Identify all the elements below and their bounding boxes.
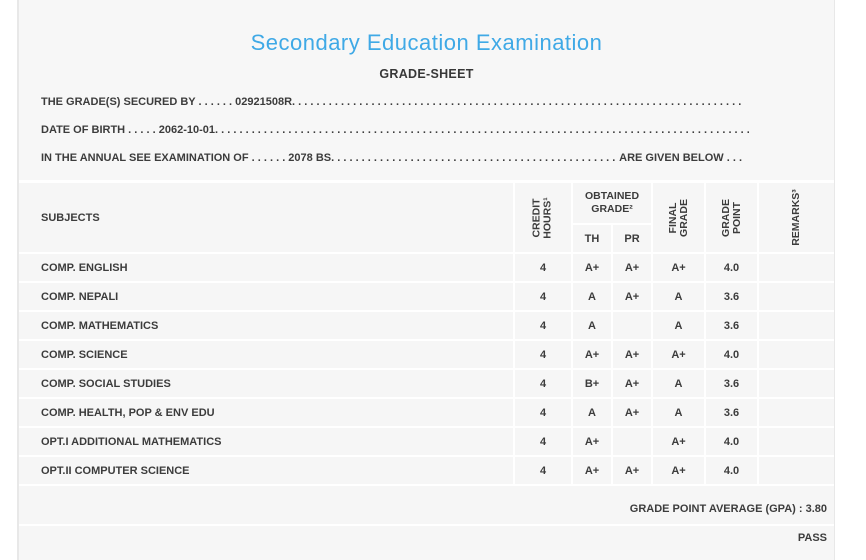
credit-hours-label: CREDIT HOURS¹	[531, 196, 554, 239]
th-grade-cell: A	[573, 399, 611, 426]
grade-point-line1: GRADE	[719, 198, 732, 237]
remarks-cell	[759, 254, 834, 281]
remarks-label: REMARKS³	[790, 189, 802, 246]
grade-point-cell: 3.6	[706, 399, 757, 426]
th-grade-cell: A+	[573, 428, 611, 455]
pr-grade-cell: A+	[613, 370, 651, 397]
remarks-cell	[759, 283, 834, 310]
column-header-obtained-grade: OBTAINED GRADE²	[573, 183, 651, 223]
credit-cell: 4	[515, 399, 571, 426]
credit-cell: 4	[515, 283, 571, 310]
remarks-cell	[759, 399, 834, 426]
grade-point-cell: 4.0	[706, 428, 757, 455]
student-info-section: THE GRADE(S) SECURED BY . . . . . . 0292…	[19, 96, 834, 166]
final-grade-line1: FINAL	[666, 202, 679, 233]
remarks-cell	[759, 312, 834, 339]
grade-point-cell: 4.0	[706, 457, 757, 484]
dot-leader: . . . . . . . . . . . . . . . . . . . . …	[292, 96, 741, 108]
remarks-cell	[759, 457, 834, 484]
obtained-grade-line1: OBTAINED	[584, 190, 640, 202]
column-header-credit-hours: CREDIT HOURS¹	[515, 183, 571, 252]
column-header-grade-point: GRADE POINT	[706, 183, 757, 252]
credit-cell: 4	[515, 370, 571, 397]
column-header-remarks: REMARKS³	[759, 183, 834, 252]
examination-year-text: IN THE ANNUAL SEE EXAMINATION OF . . . .…	[41, 152, 332, 164]
credit-cell: 4	[515, 341, 571, 368]
final-grade-cell: A+	[653, 254, 704, 281]
pr-grade-cell: A+	[613, 457, 651, 484]
date-of-birth-line: DATE OF BIRTH . . . . . 2062-10-01 . . .…	[41, 124, 749, 138]
credit-hours-line2: HOURS¹	[541, 196, 554, 239]
grade-point-cell: 3.6	[706, 370, 757, 397]
th-grade-cell: A	[573, 283, 611, 310]
th-grade-cell: A+	[573, 254, 611, 281]
pr-grade-cell: A+	[613, 341, 651, 368]
page-subtitle: GRADE-SHEET	[379, 67, 474, 81]
column-header-th: TH	[573, 225, 611, 252]
final-grade-label: FINAL GRADE	[666, 198, 690, 237]
page-title: Secondary Education Examination	[250, 30, 603, 55]
grade-point-cell: 3.6	[706, 312, 757, 339]
student-id-line: THE GRADE(S) SECURED BY . . . . . . 0292…	[41, 96, 741, 110]
th-grade-cell: B+	[573, 370, 611, 397]
credit-cell: 4	[515, 254, 571, 281]
subject-cell: COMP. NEPALI	[19, 283, 513, 310]
examination-year-line: IN THE ANNUAL SEE EXAMINATION OF . . . .…	[41, 152, 742, 166]
final-grade-cell: A	[653, 283, 704, 310]
column-header-pr: PR	[613, 225, 651, 252]
credit-cell: 4	[515, 457, 571, 484]
final-grade-cell: A+	[653, 428, 704, 455]
gpa-summary: GRADE POINT AVERAGE (GPA) : 3.80	[19, 486, 834, 524]
subject-cell: COMP. SOCIAL STUDIES	[19, 370, 513, 397]
subject-cell: COMP. SCIENCE	[19, 341, 513, 368]
obtained-grade-line2: GRADE²	[591, 203, 633, 215]
grade-point-line2: POINT	[730, 201, 743, 234]
line-suffix: ARE GIVEN BELOW . . .	[619, 152, 742, 164]
student-id-text: THE GRADE(S) SECURED BY . . . . . . 0292…	[41, 96, 293, 108]
final-grade-cell: A	[653, 312, 704, 339]
grade-point-label: GRADE POINT	[719, 198, 743, 237]
remarks-cell	[759, 370, 834, 397]
column-header-subjects: SUBJECTS	[19, 183, 513, 252]
subject-cell: COMP. ENGLISH	[19, 254, 513, 281]
th-grade-cell: A	[573, 312, 611, 339]
th-grade-cell: A+	[573, 457, 611, 484]
remarks-cell	[759, 341, 834, 368]
pr-grade-cell	[613, 312, 651, 339]
date-of-birth-text: DATE OF BIRTH . . . . . 2062-10-01	[41, 124, 216, 136]
pr-grade-cell: A+	[613, 399, 651, 426]
dot-leader: . . . . . . . . . . . . . . . . . . . . …	[215, 124, 749, 136]
grade-point-cell: 3.6	[706, 283, 757, 310]
grade-point-cell: 4.0	[706, 254, 757, 281]
result-status: PASS	[19, 526, 834, 550]
final-grade-line2: GRADE	[677, 198, 690, 237]
final-grade-cell: A	[653, 370, 704, 397]
subject-cell: COMP. HEALTH, POP & ENV EDU	[19, 399, 513, 426]
grades-table: SUBJECTS CREDIT HOURS¹ OBTAINED GRADE² T…	[19, 180, 834, 550]
final-grade-cell: A	[653, 399, 704, 426]
remarks-cell	[759, 428, 834, 455]
subject-cell: OPT.I ADDITIONAL MATHEMATICS	[19, 428, 513, 455]
column-header-final-grade: FINAL GRADE	[653, 183, 704, 252]
pr-grade-cell: A+	[613, 254, 651, 281]
pr-grade-cell	[613, 428, 651, 455]
final-grade-cell: A+	[653, 457, 704, 484]
th-grade-cell: A+	[573, 341, 611, 368]
subject-cell: OPT.II COMPUTER SCIENCE	[19, 457, 513, 484]
final-grade-cell: A+	[653, 341, 704, 368]
credit-cell: 4	[515, 428, 571, 455]
grade-sheet-page: Secondary Education Examination GRADE-SH…	[17, 0, 835, 560]
grade-point-cell: 4.0	[706, 341, 757, 368]
pr-grade-cell: A+	[613, 283, 651, 310]
subject-cell: COMP. MATHEMATICS	[19, 312, 513, 339]
dot-leader: . . . . . . . . . . . . . . . . . . . . …	[331, 152, 619, 164]
credit-cell: 4	[515, 312, 571, 339]
